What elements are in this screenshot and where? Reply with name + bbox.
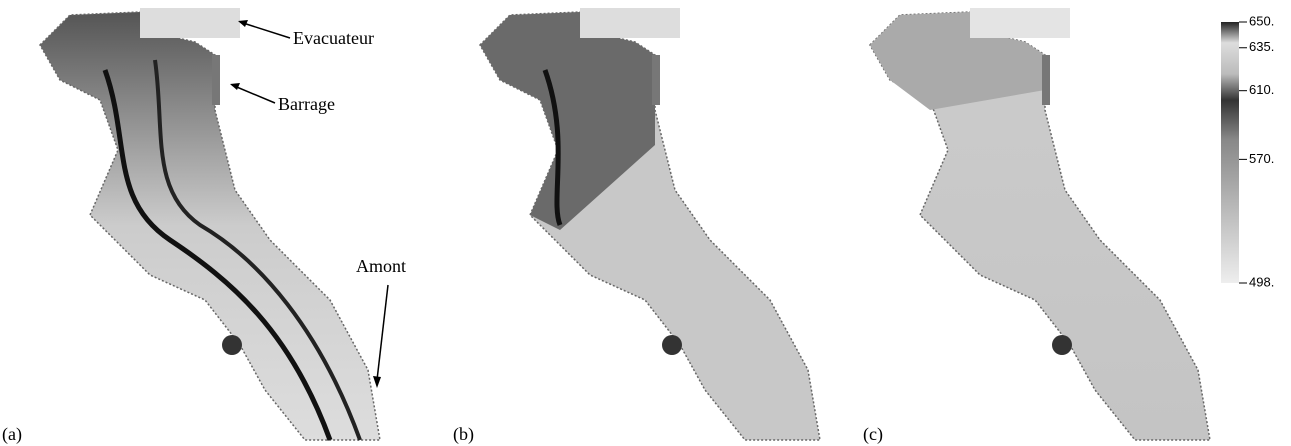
map-c: [870, 8, 1210, 440]
colorbar-tick-label: 650.: [1249, 13, 1274, 28]
annotation: Barrage: [278, 94, 335, 114]
arrowhead: [373, 376, 381, 388]
colorbar-tick-label: 610.: [1249, 82, 1274, 97]
annotation: Amont: [356, 256, 406, 276]
panel-label: (c): [863, 424, 883, 445]
panel-label: (a): [2, 424, 22, 445]
colorbar-ramp: [1221, 22, 1239, 283]
colorbar-tick-label: 498.: [1249, 274, 1274, 289]
map-a: [40, 8, 380, 440]
colorbar-tick-label: 570.: [1249, 151, 1274, 166]
panel-label: (b): [453, 424, 474, 445]
arrow: [377, 285, 388, 380]
annotation: Evacuateur: [293, 28, 374, 48]
arrow: [240, 22, 290, 38]
map-b: [480, 8, 820, 440]
arrowhead: [230, 83, 240, 90]
arrow: [232, 85, 275, 103]
figure: Evacuateur Barrage Amont (a) (b) (c) 650…: [0, 0, 1291, 446]
colorbar: 650. 635. 610. 570. 498.: [1221, 13, 1274, 289]
colorbar-tick-label: 635.: [1249, 39, 1274, 54]
